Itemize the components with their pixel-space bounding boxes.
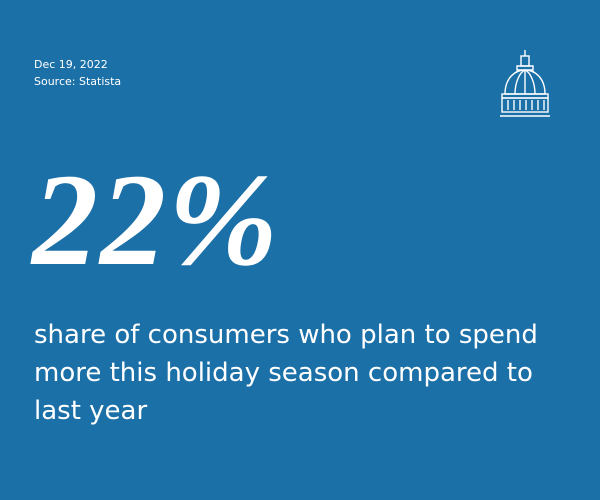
meta: Dec 19, 2022 Source: Statista <box>34 56 121 90</box>
date: Dec 19, 2022 <box>34 58 108 71</box>
headline-stat: 22% <box>32 146 280 293</box>
logo <box>500 50 550 117</box>
description: share of consumers who plan to spend mor… <box>34 320 538 426</box>
source: Source: Statista <box>34 75 122 88</box>
